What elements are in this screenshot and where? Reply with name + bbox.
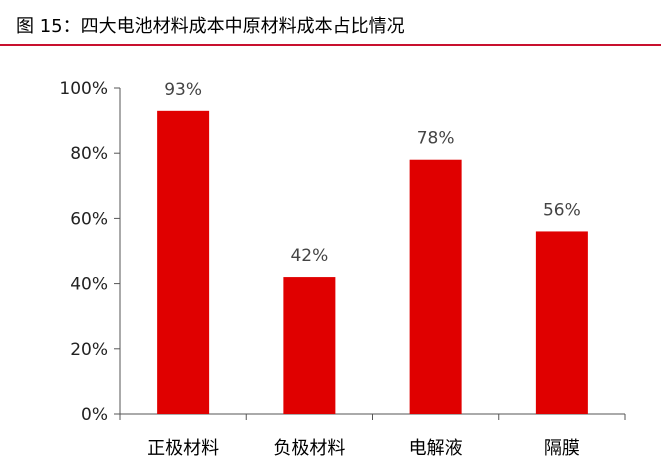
data-label: 78%: [417, 129, 455, 149]
y-tick-label: 40%: [70, 275, 108, 295]
y-axis: 0% 20% 40% 60% 80% 100%: [59, 79, 121, 425]
x-axis: 正极材料 负极材料 电解液 隔膜: [119, 413, 626, 459]
data-label: 56%: [543, 200, 581, 220]
bar-2: [283, 277, 336, 414]
data-labels: 93% 42% 78% 56%: [164, 80, 581, 266]
data-label: 42%: [290, 246, 328, 266]
bar-1: [157, 110, 210, 414]
data-label: 93%: [164, 80, 202, 100]
figure-title: 图 15：四大电池材料成本中原材料成本占比情况: [16, 16, 405, 37]
title-divider: [0, 44, 661, 46]
x-category-label: 正极材料: [147, 438, 219, 459]
y-tick-label: 100%: [59, 79, 108, 99]
y-tick-label: 60%: [70, 209, 108, 229]
y-tick-label: 80%: [70, 144, 108, 164]
bar-4: [535, 231, 588, 414]
y-tick-label: 20%: [70, 340, 108, 360]
x-category-label: 电解液: [409, 438, 463, 459]
x-category-label: 负极材料: [273, 438, 345, 459]
bars: [157, 110, 588, 414]
bar-3: [409, 159, 462, 414]
y-tick-label: 0%: [81, 405, 108, 425]
x-category-label: 隔膜: [544, 438, 580, 459]
